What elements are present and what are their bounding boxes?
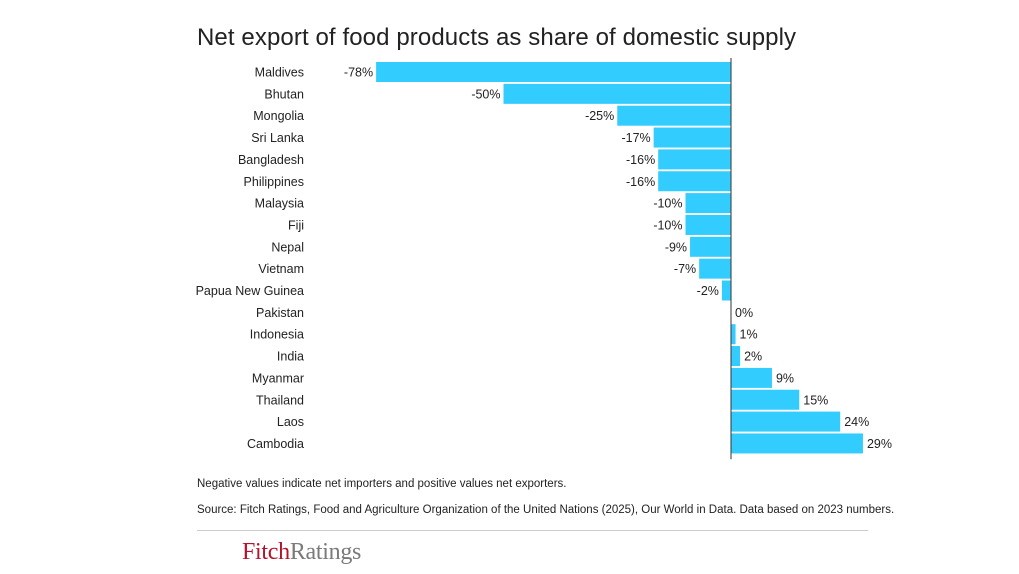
data-label: -7% (674, 262, 696, 276)
chart-title: Net export of food products as share of … (197, 24, 797, 51)
bar (690, 236, 731, 257)
category-label: India (277, 350, 304, 364)
bar (658, 171, 731, 192)
bar (731, 324, 736, 345)
bar (503, 83, 731, 104)
fitch-ratings-logo: FitchRatings (242, 539, 361, 566)
bar (731, 433, 863, 454)
bar (376, 62, 731, 82)
data-label: -2% (697, 284, 719, 298)
bar (653, 127, 731, 148)
data-label: -16% (626, 175, 655, 189)
bar (731, 346, 741, 367)
bar (617, 105, 731, 126)
category-label: Fiji (288, 218, 304, 232)
category-label: Nepal (271, 240, 304, 254)
data-label: 24% (844, 415, 869, 429)
category-label: Myanmar (252, 371, 304, 385)
bar (685, 214, 731, 235)
data-label: 2% (744, 350, 762, 364)
data-label: 0% (735, 306, 753, 320)
category-label: Papua New Guinea (196, 284, 304, 298)
bar (685, 193, 731, 214)
bar (731, 411, 841, 432)
data-label: -10% (653, 197, 682, 211)
bar (658, 149, 731, 170)
category-label: Sri Lanka (251, 131, 304, 145)
category-label: Philippines (244, 175, 304, 189)
data-label: -10% (653, 218, 682, 232)
data-label: 15% (803, 393, 828, 407)
data-label: 1% (740, 328, 758, 342)
category-label: Vietnam (258, 262, 304, 276)
logo-part-2: Ratings (289, 539, 362, 565)
bar (731, 389, 800, 410)
data-label: -9% (665, 240, 687, 254)
bar (721, 280, 731, 301)
category-label: Laos (277, 415, 304, 429)
category-label: Malaysia (255, 197, 304, 211)
category-label: Maldives (255, 66, 304, 80)
data-label: -78% (344, 66, 373, 80)
bar (731, 367, 772, 388)
source-note: Source: Fitch Ratings, Food and Agricult… (197, 504, 895, 516)
data-label: -25% (585, 109, 614, 123)
category-label: Cambodia (247, 437, 304, 451)
bar (699, 258, 731, 279)
category-label: Thailand (256, 393, 304, 407)
logo-part-1: Fitch (242, 539, 290, 565)
category-label: Indonesia (250, 328, 304, 342)
footnote: Negative values indicate net importers a… (197, 478, 567, 490)
category-label: Bangladesh (238, 153, 304, 167)
category-label: Bhutan (264, 87, 304, 101)
data-label: -17% (621, 131, 650, 145)
data-label: -50% (471, 87, 500, 101)
bar-chart: Maldives -78% Bhutan -50% Mongolia -25% Sri La… (196, 58, 892, 460)
divider (197, 530, 868, 531)
category-label: Pakistan (256, 306, 304, 320)
data-label: 29% (867, 437, 892, 451)
data-label: -16% (626, 153, 655, 167)
data-label: 9% (776, 371, 794, 385)
category-label: Mongolia (253, 109, 304, 123)
